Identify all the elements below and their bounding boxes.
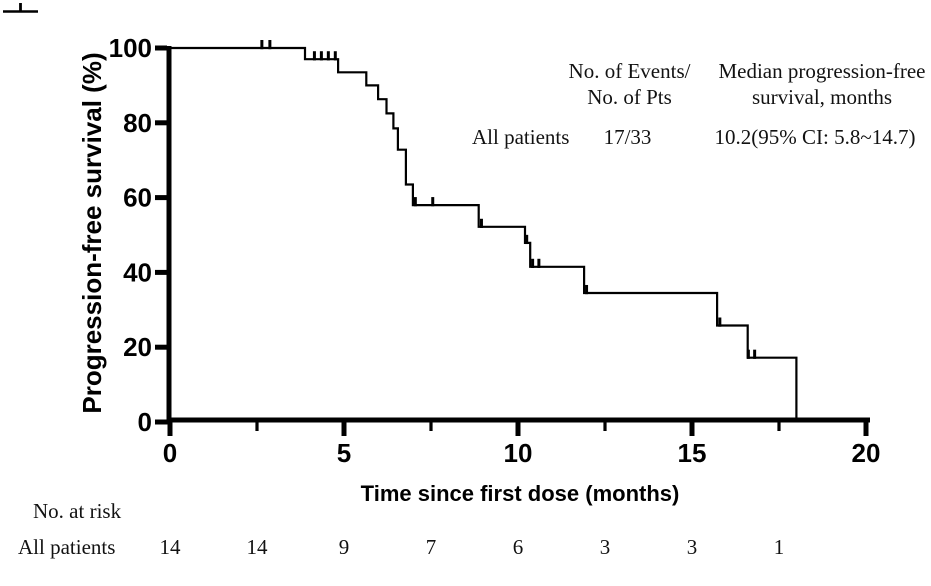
- events-header-line1: No. of Events/: [568, 59, 691, 83]
- risk-count: 7: [425, 535, 437, 559]
- y-tick-label: 60: [123, 183, 152, 213]
- y-tick-label: 80: [123, 108, 152, 138]
- risk-count: 6: [512, 535, 524, 559]
- risk-count: 3: [686, 535, 698, 559]
- risk-table-title: No. at risk: [33, 499, 122, 523]
- y-tick-label: 0: [138, 407, 152, 437]
- risk-count: 3: [599, 535, 611, 559]
- y-tick-label: 20: [123, 332, 152, 362]
- risk-count: 9: [338, 535, 350, 559]
- risk-count: 14: [246, 535, 268, 559]
- x-tick-label: 15: [678, 438, 707, 468]
- events-column-header: No. of Events/ No. of Pts: [552, 58, 707, 110]
- x-tick-label: 10: [504, 438, 533, 468]
- events-header-line2: No. of Pts: [587, 85, 672, 109]
- median-pfs-value: 10.2(95% CI: 5.8~14.7): [714, 125, 916, 149]
- y-axis-title: Progression-free survival (%): [77, 52, 107, 414]
- km-curve-all-patients: [170, 46, 798, 422]
- median-header-line2: survival, months: [752, 85, 892, 109]
- legend-censor-symbol-icon: [3, 3, 38, 13]
- x-tick-label: 5: [337, 438, 351, 468]
- median-column-header: Median progression-free survival, months: [703, 58, 931, 110]
- risk-row-label: All patients: [18, 535, 116, 559]
- y-tick-label: 100: [109, 33, 152, 63]
- events-over-pts-value: 17/33: [603, 125, 652, 149]
- x-tick-label: 20: [852, 438, 881, 468]
- risk-count: 14: [159, 535, 181, 559]
- x-tick-label: 0: [163, 438, 177, 468]
- y-tick-label: 40: [123, 257, 152, 287]
- x-axis-title: Time since first dose (months): [360, 481, 680, 506]
- legend-series-label: All patients: [472, 125, 570, 149]
- median-header-line1: Median progression-free: [718, 59, 926, 83]
- risk-count: 1: [773, 535, 785, 559]
